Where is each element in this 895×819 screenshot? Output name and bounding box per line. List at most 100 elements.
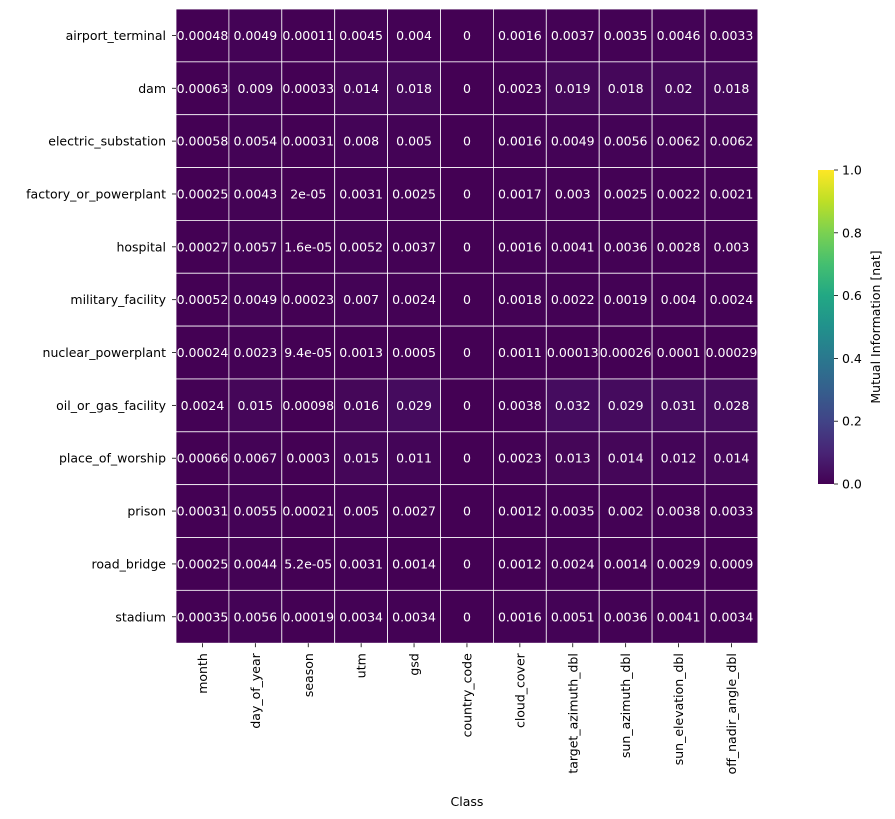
cell-value-label: 0.004: [661, 292, 697, 307]
heatmap-cell: [175, 8, 230, 63]
cell-value-label: 0.0023: [498, 451, 542, 466]
cell-value-label: 0.0062: [710, 134, 754, 149]
y-tick-label: nuclear_powerplant: [43, 345, 167, 360]
heatmap-cell: [334, 167, 389, 221]
heatmap-cell: [281, 114, 336, 168]
heatmap-cell: [228, 219, 283, 274]
heatmap-cell: [334, 378, 389, 433]
cell-value-label: 0.00021: [282, 504, 334, 519]
heatmap-cell: [651, 537, 706, 591]
cell-value-label: 0.0051: [551, 609, 595, 624]
heatmap-cell: [334, 219, 389, 274]
cell-value-label: 0.0005: [392, 345, 436, 360]
heatmap-cell: [175, 589, 230, 644]
cell-value-label: 0.0049: [233, 292, 277, 307]
y-tick-label: factory_or_powerplant: [26, 186, 166, 201]
cell-value-label: 0.0016: [498, 28, 542, 43]
colorbar-tick-label: 1.0: [842, 163, 862, 178]
heatmap-cell: [492, 378, 547, 433]
heatmap-cell: [598, 114, 653, 168]
heatmap-cell: [281, 219, 336, 274]
cell-value-label: 0: [463, 609, 471, 624]
cell-value-label: 0.016: [343, 398, 379, 413]
cell-value-label: 0.0016: [498, 609, 542, 624]
cell-value-label: 0.00027: [177, 239, 229, 254]
cell-value-label: 0.00024: [177, 345, 229, 360]
heatmap-cell: [281, 589, 336, 644]
heatmap-cell: [492, 167, 547, 221]
cell-value-label: 0.0022: [657, 186, 701, 201]
cell-value-label: 0.012: [661, 451, 697, 466]
cell-value-label: 0.0052: [339, 239, 383, 254]
cell-value-label: 0.0044: [233, 556, 277, 571]
colorbar-tick-label: 0.4: [842, 351, 862, 366]
cell-value-label: 0.0024: [181, 398, 225, 413]
cell-value-label: 0.0045: [339, 28, 383, 43]
heatmap-cell: [651, 325, 706, 380]
colorbar-tick-label: 0.6: [842, 288, 862, 303]
cell-value-label: 0.0023: [233, 345, 277, 360]
x-tick-label: month: [195, 653, 210, 694]
cell-value-label: 0.0041: [551, 239, 595, 254]
y-tick-label: place_of_worship: [59, 451, 166, 466]
cell-value-label: 0.00035: [177, 609, 229, 624]
cell-value-label: 0.029: [608, 398, 644, 413]
cell-value-label: 0.014: [608, 451, 644, 466]
cell-value-label: 0.0054: [233, 134, 277, 149]
cell-value-label: 0.0041: [657, 609, 701, 624]
x-tick-label: day_of_year: [248, 652, 263, 728]
cell-value-label: 0.0034: [339, 609, 383, 624]
heatmap-cell: [651, 378, 706, 433]
heatmap-cell: [598, 484, 653, 538]
cell-value-label: 0: [463, 451, 471, 466]
cell-value-label: 0.0031: [339, 186, 383, 201]
heatmap-cell: [651, 167, 706, 221]
cell-value-label: 0.0055: [233, 504, 277, 519]
cell-value-label: 0.0035: [551, 504, 595, 519]
cell-value-label: 0.0067: [233, 451, 277, 466]
cell-value-label: 0.0027: [392, 504, 436, 519]
x-tick-label: utm: [354, 653, 369, 678]
colorbar-label: Mutual Information [nat]: [868, 250, 883, 403]
heatmap-cell: [334, 8, 389, 63]
cell-value-label: 0.005: [396, 134, 432, 149]
cell-value-label: 0.0019: [604, 292, 648, 307]
colorbar: 0.0 0.2 0.4 0.6 0.8 1.0 Mutual Information [n…: [818, 163, 883, 492]
cell-value-label: 0.0046: [657, 28, 701, 43]
x-tick-label: country_code: [459, 653, 474, 738]
cell-value-label: 0.0056: [233, 609, 277, 624]
cell-value-label: 0.0025: [392, 186, 436, 201]
cell-value-label: 0.0009: [710, 556, 754, 571]
heatmap-cell: [175, 325, 230, 380]
heatmap-cell: [440, 8, 494, 63]
cell-value-label: 0.0021: [710, 186, 754, 201]
colorbar-tick-label: 0.2: [842, 414, 862, 429]
cell-value-label: 0.00066: [177, 451, 229, 466]
cell-value-label: 0.02: [665, 81, 693, 96]
y-tick-label: military_facility: [70, 292, 166, 307]
heatmap-cell: [545, 61, 600, 116]
heatmap-cell: [440, 61, 494, 116]
cell-value-label: 0.0036: [604, 609, 648, 624]
cell-value-label: 0.00011: [282, 28, 334, 43]
heatmap-cell: [228, 8, 283, 63]
cell-value-label: 0.00063: [177, 81, 229, 96]
heatmap-cell: [387, 378, 441, 433]
cell-value-label: 0.011: [396, 451, 432, 466]
heatmap-cell: [545, 431, 600, 486]
x-tick-label: sun_elevation_dbl: [671, 653, 686, 765]
colorbar-tick-label: 0.0: [842, 477, 862, 492]
cell-value-label: 0.019: [555, 81, 591, 96]
heatmap-cell: [651, 61, 706, 116]
cell-value-label: 0.0033: [710, 28, 754, 43]
heatmap-cell: [598, 431, 653, 486]
heatmap-cell: [440, 219, 494, 274]
cell-value-label: 0.00029: [706, 345, 758, 360]
cell-value-label: 0.00025: [177, 186, 229, 201]
heatmap-cell: [228, 589, 283, 644]
heatmap-cell: [704, 219, 759, 274]
cell-value-label: 0.007: [343, 292, 379, 307]
heatmap-cell: [492, 114, 547, 168]
cell-value-label: 0.0035: [604, 28, 648, 43]
cell-value-label: 0.00026: [600, 345, 652, 360]
